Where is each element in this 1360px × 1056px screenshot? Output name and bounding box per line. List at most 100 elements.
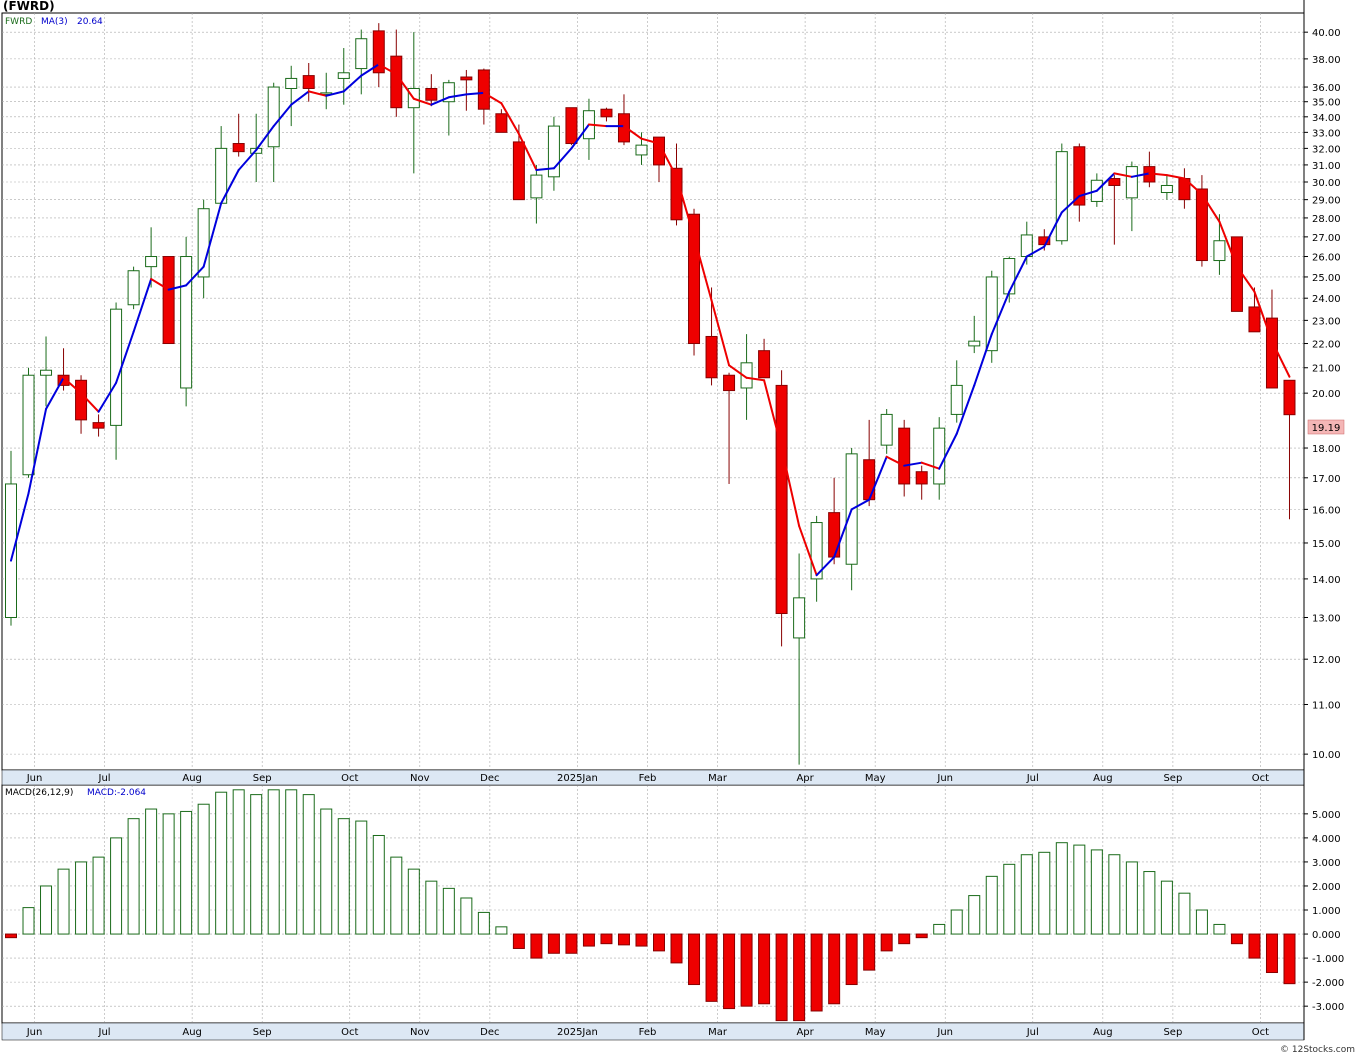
macd-bar [5,933,17,939]
ma3-segment [1235,265,1256,293]
macd-bar [565,933,578,954]
candle-body [828,512,841,558]
x-tick-label-top: Feb [639,773,657,784]
candle-body [915,471,928,485]
macd-y-tick-label: -3.000 [1312,1002,1344,1013]
candle-body [267,86,280,148]
candle-body [162,256,175,345]
candle-body [127,270,140,306]
macd-y-tick-label: 4.000 [1312,834,1341,845]
price-y-tick-label: 15.00 [1312,539,1341,550]
ma3-segment [1113,172,1133,178]
macd-bar [617,933,630,946]
macd-bar [898,933,911,945]
macd-bar [162,813,175,935]
macd-bar [688,933,701,986]
candle-body [1055,151,1068,242]
macd-bar [845,933,858,986]
x-tick-label-top: Nov [410,773,430,784]
macd-bar [180,810,193,935]
x-tick-label-bottom: Mar [708,1027,728,1038]
candle-body [302,75,315,89]
price-y-tick-label: 34.00 [1312,113,1341,124]
candle-body [617,113,630,143]
x-tick-label-top: Dec [480,773,499,784]
ma3-segment [728,364,748,379]
candle-body [600,108,613,118]
price-y-tick-label: 20.00 [1312,389,1341,400]
ma3-segment [430,96,450,106]
price-y-tick-label: 18.00 [1312,444,1341,455]
ma3-segment [1025,245,1046,258]
ma3-segment [903,461,923,467]
candle-body [968,340,981,347]
ma3-segment [798,524,818,577]
ma3-segment [220,168,240,205]
price-y-tick-label: 29.00 [1312,196,1341,207]
macd-bar [40,885,53,935]
price-panel-frame [1,12,1305,771]
x-tick-label-bottom: 2025Jan [557,1027,598,1038]
macd-bar [1248,933,1261,959]
macd-bar [57,868,70,935]
ma3-segment [255,125,275,152]
ma3-segment [115,330,135,384]
ma3-segment [97,381,118,413]
ma3-segment [1218,220,1238,268]
macd-bar [775,933,788,1022]
macd-bar [512,933,525,949]
ma3-segment [360,63,380,77]
last-price-label: 19.19 [1312,423,1341,434]
ma3-segment [1078,189,1098,198]
x-tick-label-top: Aug [182,773,202,784]
price-y-tick-label: 23.00 [1312,316,1341,327]
price-panel [1,12,1305,771]
candle-body [285,77,298,89]
ma3-segment [482,91,503,105]
macd-bar [1090,849,1103,935]
candle-body [110,308,123,426]
last-price-label-bg [1307,419,1345,435]
macd-bar [407,868,420,935]
x-tick-label-bottom: Feb [639,1027,657,1038]
ma3-segment [167,284,188,291]
price-y-tick-label: 21.00 [1312,364,1341,375]
macd-bar [215,791,228,935]
candle-body [1230,236,1243,312]
macd-bar [92,856,105,935]
candle-body [688,213,701,345]
price-y-tick-label: 28.00 [1312,214,1341,225]
macd-bar [933,923,946,935]
macd-bar [425,880,438,935]
ma3-segment [272,103,293,128]
candle-body [197,208,210,278]
candle-body [740,362,753,389]
ma3-segment [1165,174,1186,180]
candle-body [705,335,718,379]
macd-bar [547,933,560,954]
ma3-segment [1043,211,1063,248]
x-tick-label-bottom: Oct [1252,1027,1269,1038]
macd-y-tick-label: -1.000 [1312,954,1344,965]
x-tick-label-top: Jul [1026,773,1039,784]
ma3-segment [1270,340,1291,378]
macd-bar [828,933,841,1005]
price-y-tick-label: 32.00 [1312,144,1341,155]
macd-bar [1195,909,1208,935]
x-tick-label-top: Mar [708,773,728,784]
macd-bar [267,789,280,935]
ma3-segment [640,137,660,145]
macd-y-tick-label: 0.000 [1312,930,1341,941]
ma3-segment [990,290,1011,336]
x-tick-label-bottom: Nov [410,1027,430,1038]
candle-body [92,422,105,429]
macd-bar [670,933,683,964]
price-legend-ma-value: 20.64 [77,17,103,27]
candle-body [547,125,560,178]
ma3-segment [885,455,906,467]
x-tick-label-bottom: Apr [796,1027,814,1038]
ma3-segment [1253,290,1273,343]
candle-body [22,374,35,476]
candle-body [1195,188,1208,262]
